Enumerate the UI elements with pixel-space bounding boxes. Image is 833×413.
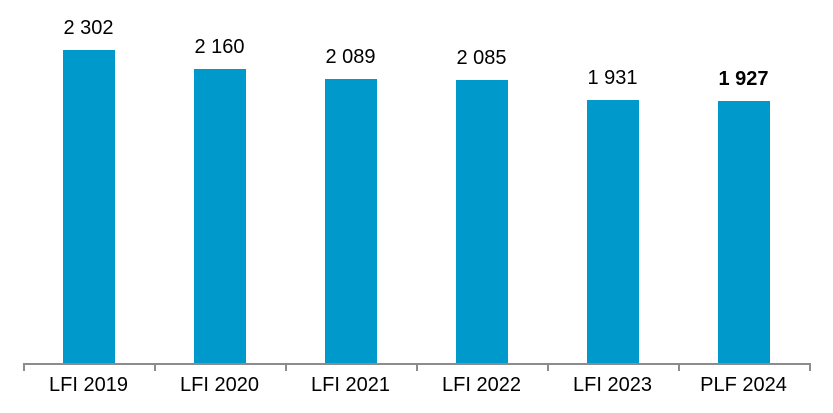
x-axis-tick xyxy=(547,363,549,371)
x-axis-tick xyxy=(416,363,418,371)
chart-column-lfi-2023: 1 931 xyxy=(547,0,678,363)
chart-column-lfi-2022: 2 085 xyxy=(416,0,547,363)
x-axis-label-lfi-2023: LFI 2023 xyxy=(573,374,652,396)
bar-lfi-2020 xyxy=(193,69,246,363)
bar-lfi-2019 xyxy=(62,50,115,363)
value-label-plf-2024: 1 927 xyxy=(718,68,769,90)
x-axis-label-lfi-2021: LFI 2021 xyxy=(311,374,390,396)
chart-column-plf-2024: 1 927 xyxy=(678,0,809,363)
x-axis-label-plf-2024: PLF 2024 xyxy=(700,374,787,396)
x-axis-tick xyxy=(285,363,287,371)
x-axis-tick xyxy=(154,363,156,371)
bar-lfi-2021 xyxy=(324,79,377,363)
chart-column-lfi-2020: 2 160 xyxy=(154,0,285,363)
x-axis-tick xyxy=(678,363,680,371)
bar-lfi-2023 xyxy=(586,100,639,363)
x-axis-tick xyxy=(23,363,25,371)
value-label-lfi-2020: 2 160 xyxy=(194,36,245,58)
x-axis-label-lfi-2019: LFI 2019 xyxy=(49,374,128,396)
bar-lfi-2022 xyxy=(455,80,508,363)
chart-column-lfi-2021: 2 089 xyxy=(285,0,416,363)
value-label-lfi-2021: 2 089 xyxy=(325,46,376,68)
chart-column-lfi-2019: 2 302 xyxy=(23,0,154,363)
value-label-lfi-2019: 2 302 xyxy=(63,17,114,39)
x-axis-label-lfi-2022: LFI 2022 xyxy=(442,374,521,396)
value-label-lfi-2022: 2 085 xyxy=(456,47,507,69)
bar-plf-2024 xyxy=(717,101,770,363)
x-axis-tick xyxy=(809,363,811,371)
x-axis-label-lfi-2020: LFI 2020 xyxy=(180,374,259,396)
value-label-lfi-2023: 1 931 xyxy=(587,67,638,89)
